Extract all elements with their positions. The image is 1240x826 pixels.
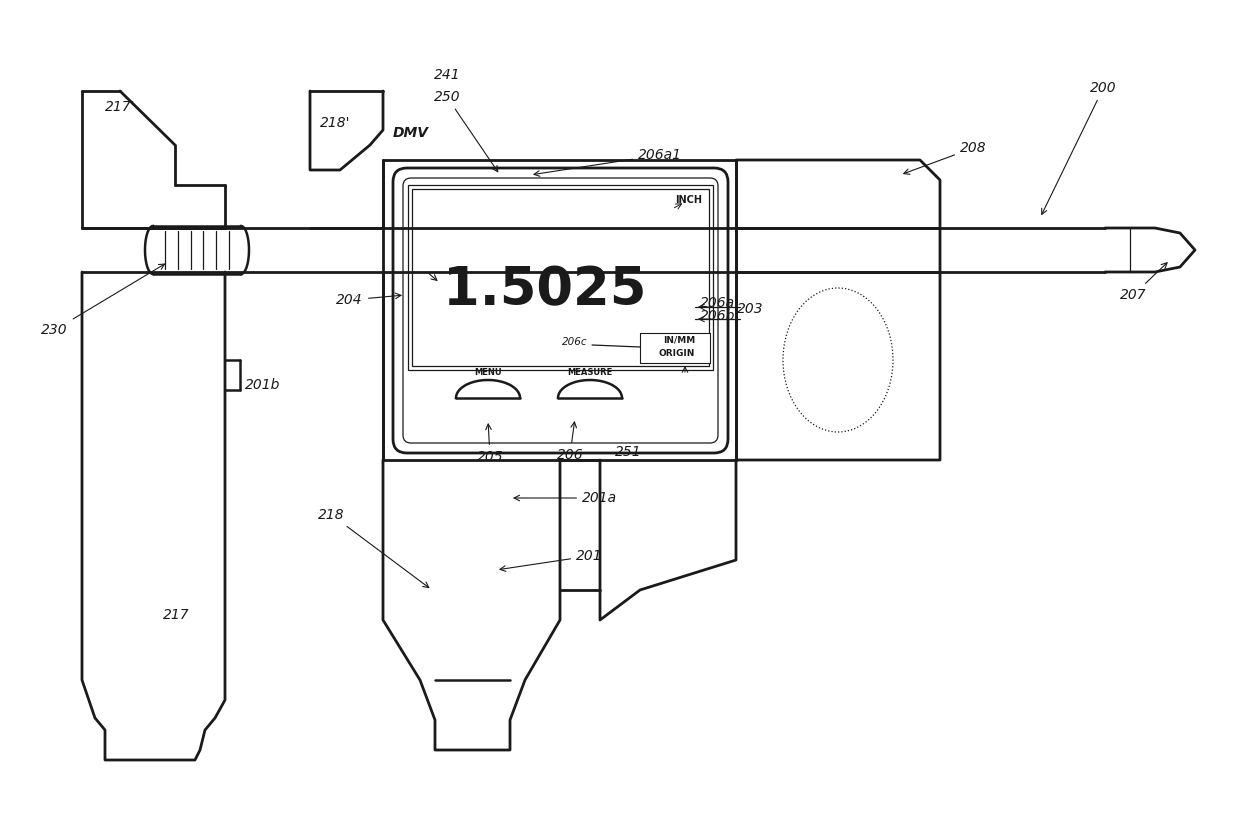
Text: 207: 207: [1120, 263, 1167, 302]
Text: 208: 208: [904, 141, 987, 174]
Text: 230: 230: [41, 264, 165, 337]
Text: 1.5025: 1.5025: [444, 264, 647, 316]
Text: 201: 201: [500, 549, 603, 572]
Text: 206c: 206c: [562, 337, 588, 347]
Text: 218': 218': [320, 116, 351, 130]
Text: 241: 241: [434, 68, 460, 82]
Text: IN/MM: IN/MM: [662, 335, 694, 344]
Text: 206b: 206b: [701, 309, 735, 323]
Text: 217': 217': [104, 100, 135, 114]
Text: 201b: 201b: [246, 378, 280, 392]
Text: ORIGIN: ORIGIN: [658, 349, 694, 358]
Text: 201a: 201a: [515, 491, 618, 505]
Text: 250: 250: [434, 90, 497, 172]
Bar: [640, 333, 711, 363]
Bar: [408, 185, 713, 370]
Text: 205: 205: [476, 424, 503, 464]
Text: 200: 200: [1042, 81, 1117, 215]
Text: 203: 203: [737, 302, 764, 316]
Text: 251: 251: [615, 445, 641, 459]
Text: 204: 204: [336, 293, 401, 307]
Bar: [412, 189, 709, 366]
Text: INCH: INCH: [675, 195, 702, 205]
FancyBboxPatch shape: [393, 168, 728, 453]
Text: 206a1: 206a1: [534, 148, 682, 176]
Bar: [640, 333, 711, 363]
Text: MENU: MENU: [474, 368, 502, 377]
Text: 206: 206: [557, 422, 583, 462]
Text: 206a: 206a: [701, 296, 735, 310]
Text: 217: 217: [162, 608, 190, 622]
Text: 218: 218: [319, 508, 429, 587]
FancyBboxPatch shape: [403, 178, 718, 443]
Text: DMV: DMV: [393, 126, 429, 140]
Text: MEASURE: MEASURE: [568, 368, 613, 377]
